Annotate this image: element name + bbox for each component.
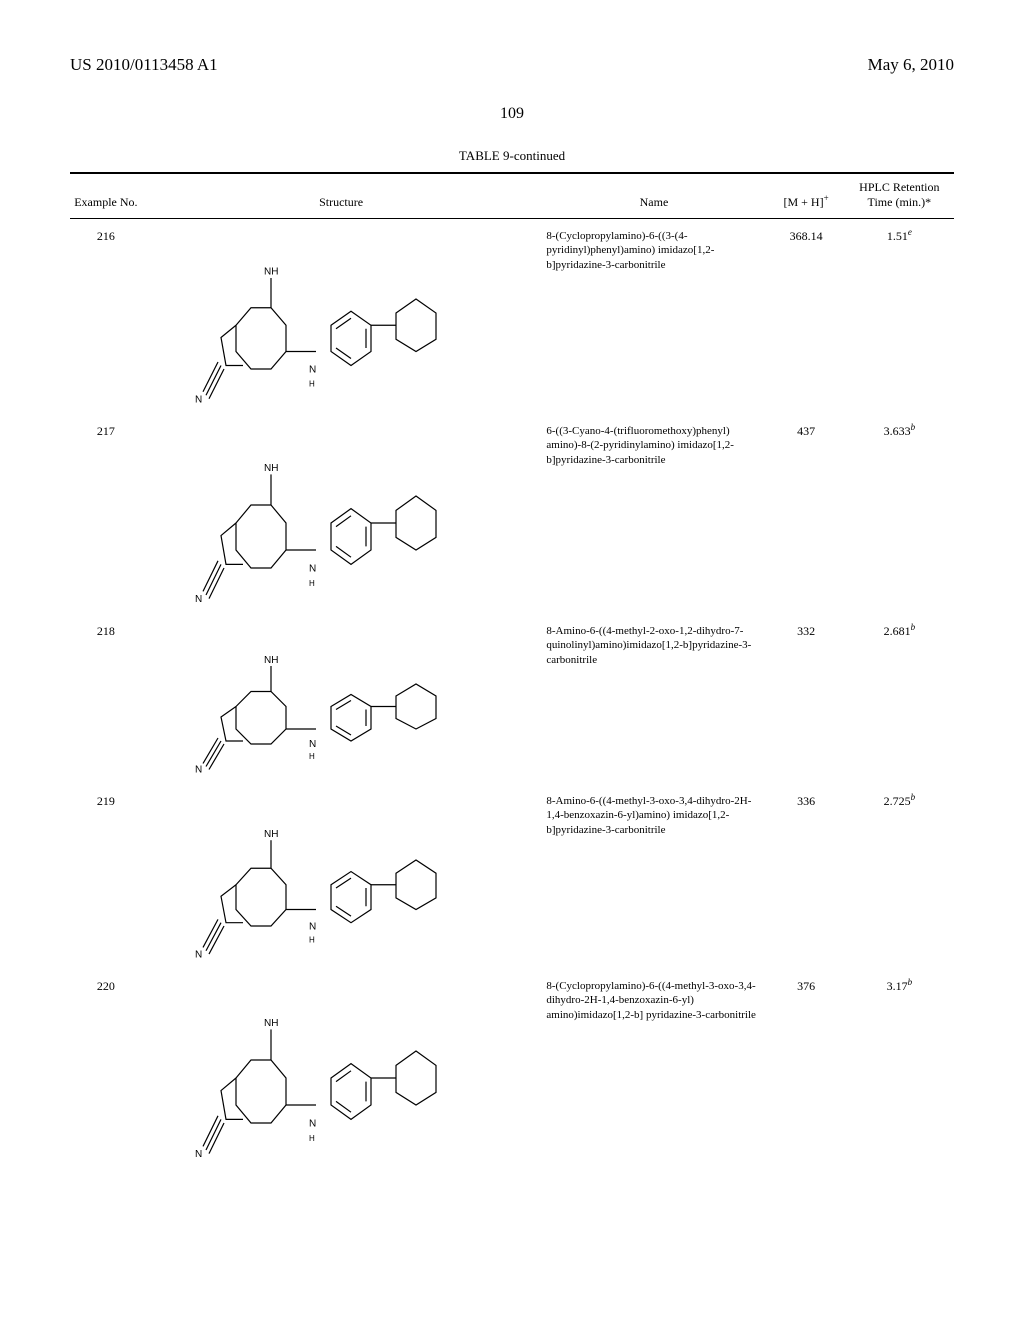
col-header-retention: HPLC Retention Time (min.)* xyxy=(845,173,954,219)
table-row: 218NHNNH8-Amino-6-((4-methyl-2-oxo-1,2-d… xyxy=(70,614,954,784)
rt-footnote: e xyxy=(908,227,912,237)
example-no: 219 xyxy=(70,784,142,969)
page-number: 109 xyxy=(70,105,954,123)
rt-footnote: b xyxy=(911,422,916,432)
chemical-structure-diagram: NHNNH xyxy=(148,424,535,604)
svg-text:H: H xyxy=(309,752,315,761)
retention-time: 3.17b xyxy=(845,969,954,1169)
svg-text:N: N xyxy=(309,739,316,750)
chemical-structure-diagram: NHNNH xyxy=(148,624,535,774)
svg-text:H: H xyxy=(309,1134,315,1143)
svg-text:NH: NH xyxy=(264,655,278,666)
col-header-mh: [M + H]+ xyxy=(768,173,845,219)
mass-value: 332 xyxy=(768,614,845,784)
col-header-example: Example No. xyxy=(70,173,142,219)
structure-cell: NHNNH xyxy=(142,969,541,1169)
table-row: 216NHNNH8-(Cyclopropylamino)-6-((3-(4-py… xyxy=(70,219,954,415)
table-title: TABLE 9-continued xyxy=(70,148,954,164)
svg-text:NH: NH xyxy=(264,463,278,474)
retention-time: 1.51e xyxy=(845,219,954,415)
table-row: 219NHNNH8-Amino-6-((4-methyl-3-oxo-3,4-d… xyxy=(70,784,954,969)
rt-footnote: b xyxy=(908,977,913,987)
structure-cell: NHNNH xyxy=(142,784,541,969)
svg-text:N: N xyxy=(195,1149,202,1159)
mass-value: 376 xyxy=(768,969,845,1169)
rt-value: 1.51 xyxy=(887,229,908,243)
col-header-name: Name xyxy=(540,173,767,219)
mh-label: [M + H] xyxy=(784,195,824,209)
patent-number: US 2010/0113458 A1 xyxy=(70,55,218,75)
svg-text:N: N xyxy=(309,564,316,575)
chemical-structure-diagram: NHNNH xyxy=(148,979,535,1159)
patent-header: US 2010/0113458 A1 May 6, 2010 xyxy=(70,55,954,75)
table-row: 220NHNNH8-(Cyclopropylamino)-6-((4-methy… xyxy=(70,969,954,1169)
rt-value: 3.17 xyxy=(887,979,908,993)
rt-value: 2.681 xyxy=(884,624,911,638)
svg-text:H: H xyxy=(309,936,315,945)
mass-value: 336 xyxy=(768,784,845,969)
col-header-structure: Structure xyxy=(142,173,541,219)
svg-text:NH: NH xyxy=(264,829,278,840)
retention-time: 2.681b xyxy=(845,614,954,784)
chemical-structure-diagram: NHNNH xyxy=(148,794,535,959)
example-no: 216 xyxy=(70,219,142,415)
compound-table: Example No. Structure Name [M + H]+ HPLC… xyxy=(70,172,954,1169)
example-no: 218 xyxy=(70,614,142,784)
svg-text:H: H xyxy=(309,380,315,389)
structure-cell: NHNNH xyxy=(142,614,541,784)
compound-name: 8-Amino-6-((4-methyl-3-oxo-3,4-dihydro-2… xyxy=(540,784,767,969)
retention-time: 3.633b xyxy=(845,414,954,614)
rt-value: 3.633 xyxy=(884,424,911,438)
svg-text:H: H xyxy=(309,579,315,588)
structure-cell: NHNNH xyxy=(142,219,541,415)
compound-name: 8-(Cyclopropylamino)-6-((4-methyl-3-oxo-… xyxy=(540,969,767,1169)
compound-name: 8-(Cyclopropylamino)-6-((3-(4-pyridinyl)… xyxy=(540,219,767,415)
example-no: 220 xyxy=(70,969,142,1169)
svg-text:N: N xyxy=(309,365,316,376)
mass-value: 437 xyxy=(768,414,845,614)
svg-text:NH: NH xyxy=(264,1018,278,1029)
compound-name: 6-((3-Cyano-4-(trifluoromethoxy)phenyl) … xyxy=(540,414,767,614)
patent-date: May 6, 2010 xyxy=(868,55,954,75)
retention-time: 2.725b xyxy=(845,784,954,969)
svg-text:N: N xyxy=(195,765,202,775)
rt-footnote: b xyxy=(911,792,916,802)
mh-sup: + xyxy=(824,193,829,203)
mass-value: 368.14 xyxy=(768,219,845,415)
compound-name: 8-Amino-6-((4-methyl-2-oxo-1,2-dihydro-7… xyxy=(540,614,767,784)
svg-text:N: N xyxy=(195,394,202,404)
example-no: 217 xyxy=(70,414,142,614)
svg-text:N: N xyxy=(195,949,202,959)
svg-text:N: N xyxy=(309,1119,316,1130)
svg-text:NH: NH xyxy=(264,267,278,278)
structure-cell: NHNNH xyxy=(142,414,541,614)
rt-footnote: b xyxy=(911,622,916,632)
svg-text:N: N xyxy=(309,921,316,932)
svg-text:N: N xyxy=(195,594,202,604)
table-row: 217NHNNH6-((3-Cyano-4-(trifluoromethoxy)… xyxy=(70,414,954,614)
chemical-structure-diagram: NHNNH xyxy=(148,229,535,404)
rt-value: 2.725 xyxy=(884,794,911,808)
